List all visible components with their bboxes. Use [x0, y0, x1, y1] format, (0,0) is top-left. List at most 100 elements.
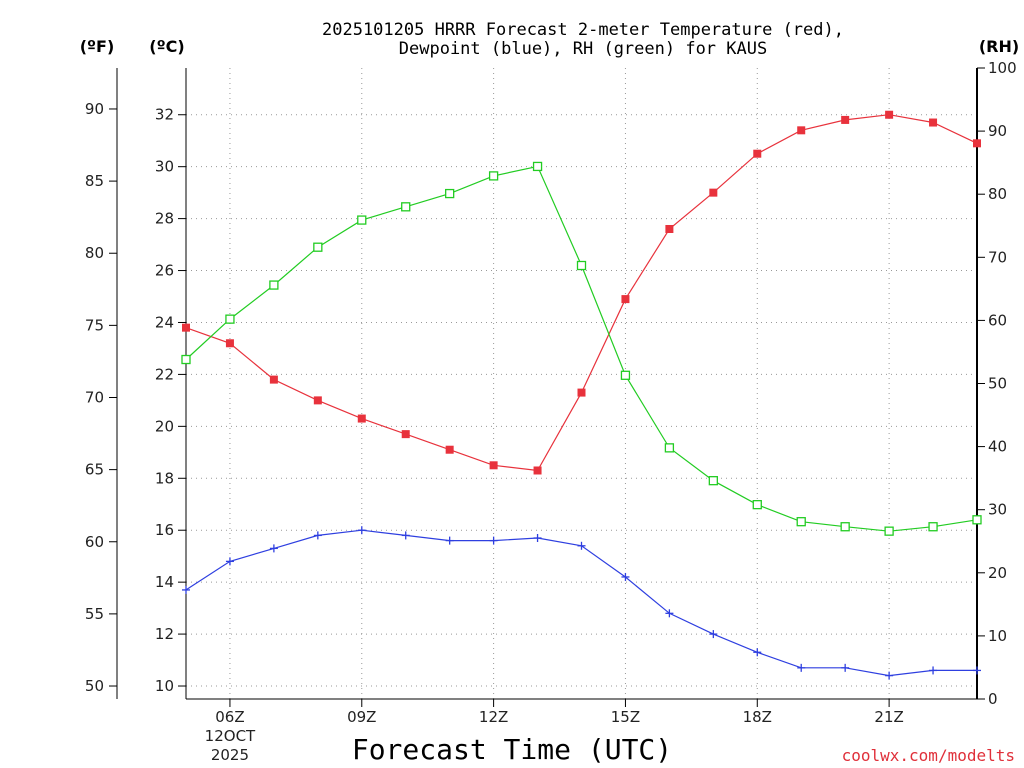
fahrenheit-tick-label: 55	[85, 605, 104, 623]
temperature-point	[182, 323, 190, 332]
rh-point	[313, 242, 323, 252]
temperature-point	[225, 339, 234, 348]
celsius-tick-label: 14	[155, 573, 174, 591]
chart-title-line-1: 2025101205 HRRR Forecast 2-meter Tempera…	[322, 20, 844, 40]
rh-tick-label: 80	[988, 185, 1007, 203]
celsius-tick-label: 20	[155, 417, 174, 435]
x-tick-label: 18Z	[743, 708, 772, 726]
rh-point	[269, 280, 279, 290]
rh-point	[620, 370, 631, 380]
rh-point	[576, 260, 587, 271]
temperature-point	[357, 414, 366, 423]
x-tick-label: 21Z	[874, 708, 903, 726]
rh-tick-label: 0	[988, 690, 998, 708]
dewpoint-point	[885, 671, 894, 680]
dewpoint-point	[225, 557, 234, 566]
celsius-tick-label: 26	[155, 262, 174, 280]
x-tick-label: 15Z	[611, 708, 640, 726]
rh-tick-label: 70	[988, 248, 1007, 266]
temperature-point	[445, 445, 454, 454]
fahrenheit-unit-label: (ºF)	[80, 37, 115, 56]
x-tick-date-label: 12OCT	[205, 727, 256, 745]
dewpoint-point	[182, 585, 190, 594]
rh-tick-label: 10	[988, 627, 1007, 645]
fahrenheit-tick-label: 70	[85, 388, 104, 406]
celsius-tick-label: 18	[155, 469, 174, 487]
dewpoint-point	[269, 544, 278, 553]
rh-point	[972, 515, 982, 525]
dewpoint-point	[489, 536, 498, 545]
temperature-point	[973, 139, 981, 148]
temperature-point	[797, 126, 806, 135]
celsius-tick-label: 22	[155, 365, 174, 383]
dewpoint-point	[313, 531, 322, 540]
x-tick-year-label: 2025	[211, 746, 249, 764]
x-tick-label: 09Z	[347, 708, 376, 726]
data-series	[181, 110, 982, 680]
temperature-point	[753, 149, 762, 158]
celsius-tick-label: 16	[155, 521, 174, 539]
rh-unit-label: (RH)	[979, 37, 1019, 56]
dewpoint-point	[533, 534, 542, 543]
dewpoint-point	[929, 666, 938, 675]
rh-tick-label: 90	[988, 122, 1007, 140]
celsius-unit-label: (ºC)	[149, 37, 184, 56]
celsius-tick-label: 32	[155, 106, 174, 124]
temperature-point	[665, 224, 674, 233]
rh-tick-label: 50	[988, 375, 1007, 393]
grid-lines	[186, 68, 977, 699]
temperature-point	[401, 430, 410, 439]
x-axis-title: Forecast Time (UTC)	[352, 733, 672, 766]
rh-tick-label: 100	[988, 59, 1017, 77]
rh-point	[401, 202, 411, 212]
celsius-tick-label: 30	[155, 158, 174, 176]
fahrenheit-tick-label: 65	[85, 461, 104, 479]
rh-point	[840, 522, 850, 532]
temperature-point	[885, 110, 894, 119]
rh-tick-label: 60	[988, 311, 1007, 329]
rh-point	[225, 314, 235, 324]
rh-point	[928, 522, 938, 532]
axes	[109, 67, 985, 707]
rh-point	[357, 215, 367, 225]
dewpoint-series-line	[185, 529, 977, 677]
rh-tick-label: 20	[988, 564, 1007, 582]
fahrenheit-tick-label: 85	[85, 172, 104, 190]
rh-point	[532, 161, 543, 172]
dewpoint-point	[621, 572, 630, 581]
temperature-point	[533, 466, 542, 475]
celsius-tick-label: 24	[155, 313, 174, 331]
rh-point	[445, 188, 455, 199]
celsius-tick-label: 10	[155, 677, 174, 695]
temperature-point	[709, 188, 718, 197]
fahrenheit-tick-label: 90	[85, 100, 104, 118]
rh-point	[181, 354, 191, 365]
rh-tick-label: 40	[988, 438, 1007, 456]
temperature-point	[489, 461, 498, 470]
fahrenheit-tick-label: 60	[85, 533, 104, 551]
temperature-series-line	[185, 114, 978, 472]
dewpoint-point	[841, 663, 850, 672]
temperature-point	[621, 295, 630, 304]
rh-point	[708, 476, 718, 486]
temperature-point	[313, 396, 322, 405]
celsius-tick-label: 12	[155, 625, 174, 643]
source-credit: coolwx.com/modelts	[842, 746, 1015, 765]
rh-point	[664, 443, 675, 453]
rh-point	[884, 526, 894, 536]
dewpoint-point	[357, 526, 366, 535]
dewpoint-point	[401, 531, 410, 540]
temperature-point	[269, 375, 278, 384]
temperature-point	[929, 118, 938, 127]
tick-labels: 10 12 14 16 18 20 22 24 26 28 30 32 50 55 60 65 70 75 80 85…	[85, 59, 1017, 764]
rh-series-line	[185, 165, 978, 532]
dewpoint-point	[753, 648, 762, 657]
fahrenheit-tick-label: 80	[85, 244, 104, 262]
dewpoint-point	[709, 630, 718, 639]
dewpoint-point	[577, 541, 586, 550]
rh-point	[796, 517, 806, 527]
dewpoint-point	[973, 666, 981, 675]
dewpoint-point	[797, 663, 806, 672]
chart-title-line-2: Dewpoint (blue), RH (green) for KAUS	[399, 39, 767, 59]
